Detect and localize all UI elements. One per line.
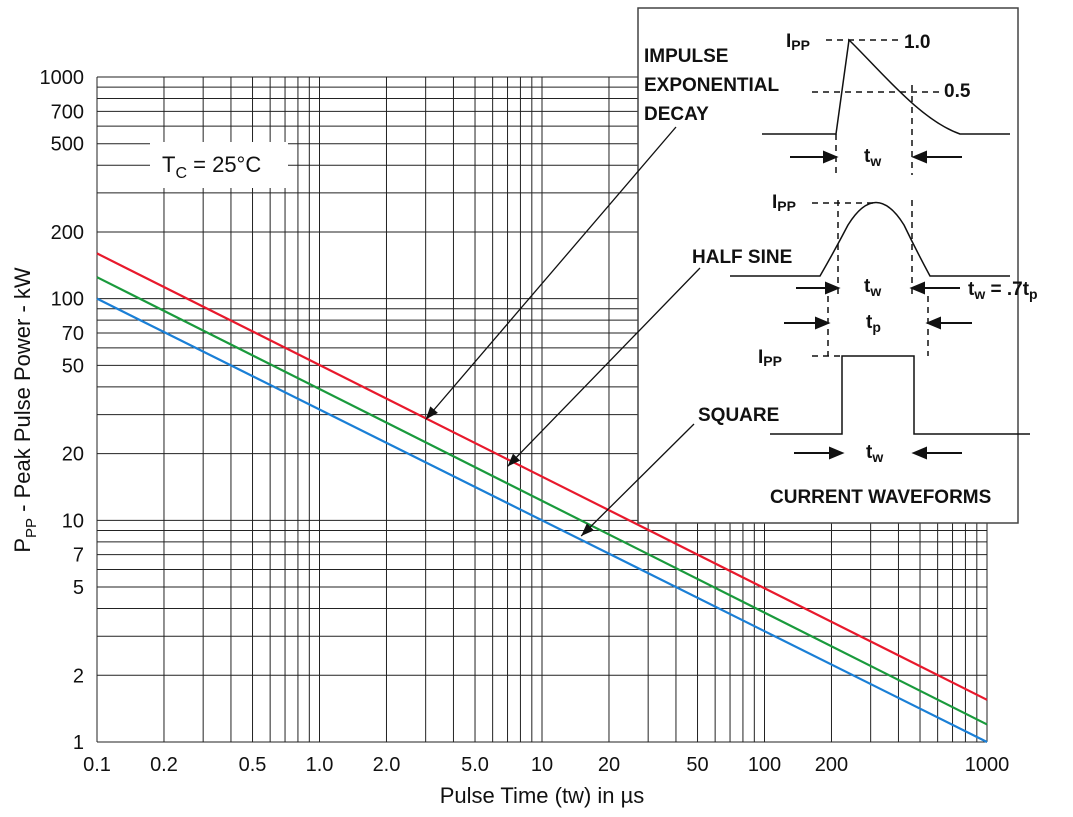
tw-tp-relation: tw = .7tp xyxy=(968,279,1038,302)
impulse-tw-arrows xyxy=(790,150,962,164)
impulse-annotation-label: IMPULSE EXPONENTIAL DECAY xyxy=(644,46,784,125)
y-tick-label: 700 xyxy=(51,101,84,123)
x-tick-label: 1000 xyxy=(965,754,1010,776)
level-half-label: 0.5 xyxy=(944,81,971,102)
half-sine-tp-arrows xyxy=(784,316,972,330)
impulse-tw-label: tw xyxy=(864,146,881,169)
y-axis-label: PPP - Peak Pulse Power - kW xyxy=(10,267,40,553)
series-line-2 xyxy=(96,276,988,726)
annotations: IMPULSE EXPONENTIAL DECAY HALF SINE SQUA… xyxy=(425,46,792,537)
x-axis-label: Pulse Time (tw) in µs xyxy=(440,783,645,808)
y-axis-label-sub: PP xyxy=(23,518,40,538)
y-tick-label: 10 xyxy=(62,510,84,532)
x-tick-label: 2.0 xyxy=(373,754,401,776)
y-axis-label-rest: - Peak Pulse Power - kW xyxy=(10,267,35,518)
half-sine-waveform xyxy=(730,200,1010,356)
half-sine-tw-label: tw xyxy=(864,276,881,299)
annotation-arrow-line xyxy=(507,267,701,467)
y-tick-label: 1 xyxy=(73,732,84,754)
x-tick-label: 50 xyxy=(686,754,708,776)
axis-titles: Pulse Time (tw) in µs PPP - Peak Pulse P… xyxy=(10,267,644,808)
square-ipp-label: IPP xyxy=(758,347,782,369)
x-tick-label: 5.0 xyxy=(461,754,489,776)
current-waveforms-inset: IPP 1.0 0.5 tw IPP tw tw = .7tp tp xyxy=(637,7,1038,524)
half-sine-ipp-label: IPP xyxy=(772,192,796,214)
y-tick-label: 200 xyxy=(51,222,84,244)
y-tick-label: 1000 xyxy=(40,67,85,89)
x-tick-label: 0.2 xyxy=(150,754,178,776)
x-tick-label: 0.1 xyxy=(83,754,111,776)
x-tick-label: 0.5 xyxy=(239,754,267,776)
annotation-arrowhead xyxy=(581,523,594,536)
inset-frame xyxy=(637,7,1019,524)
annotation-arrowhead xyxy=(507,453,521,467)
inset-title: CURRENT WAVEFORMS xyxy=(770,487,991,508)
condition-box: TC = 25°C xyxy=(150,142,288,188)
y-tick-label: 50 xyxy=(62,355,84,377)
half-sine-annotation-label: HALF SINE xyxy=(692,247,792,268)
half-sine-tw-arrows xyxy=(796,281,960,295)
half-sine-tp-label: tp xyxy=(866,312,881,335)
y-tick-label: 20 xyxy=(62,444,84,466)
square-tw-label: tw xyxy=(866,442,883,465)
x-tick-label: 20 xyxy=(598,754,620,776)
y-tick-label: 5 xyxy=(73,577,84,599)
impulse-waveform xyxy=(762,38,1010,175)
y-tick-label: 2 xyxy=(73,665,84,687)
square-waveform xyxy=(770,355,1030,435)
condition-label: TC = 25°C xyxy=(162,152,261,182)
x-tick-label: 1.0 xyxy=(306,754,334,776)
y-tick-label: 70 xyxy=(62,323,84,345)
series-line-3 xyxy=(96,297,988,743)
series-lines xyxy=(96,252,988,743)
y-axis-label-main: P xyxy=(10,538,35,553)
impulse-ipp-label: IPP xyxy=(786,31,810,53)
square-annotation-label: SQUARE xyxy=(698,405,779,426)
x-tick-label: 10 xyxy=(531,754,553,776)
annotation-arrowhead xyxy=(425,406,438,420)
y-tick-label: 100 xyxy=(51,289,84,311)
square-tw-arrows xyxy=(794,446,962,460)
level-full-label: 1.0 xyxy=(904,32,930,53)
tick-labels: 0.1 0.2 0.5 1.0 2.0 5.0 10 20 50 100 200 1000 1 2 5 7 10… xyxy=(40,67,1010,776)
annotation-arrow-line xyxy=(425,126,677,420)
x-tick-label: 200 xyxy=(815,754,848,776)
annotation-arrow-line xyxy=(580,423,695,537)
y-tick-label: 7 xyxy=(73,545,84,567)
y-tick-label: 500 xyxy=(51,134,84,156)
x-tick-label: 100 xyxy=(748,754,781,776)
series-line-1 xyxy=(96,252,988,701)
annotation-arrows xyxy=(425,126,701,537)
